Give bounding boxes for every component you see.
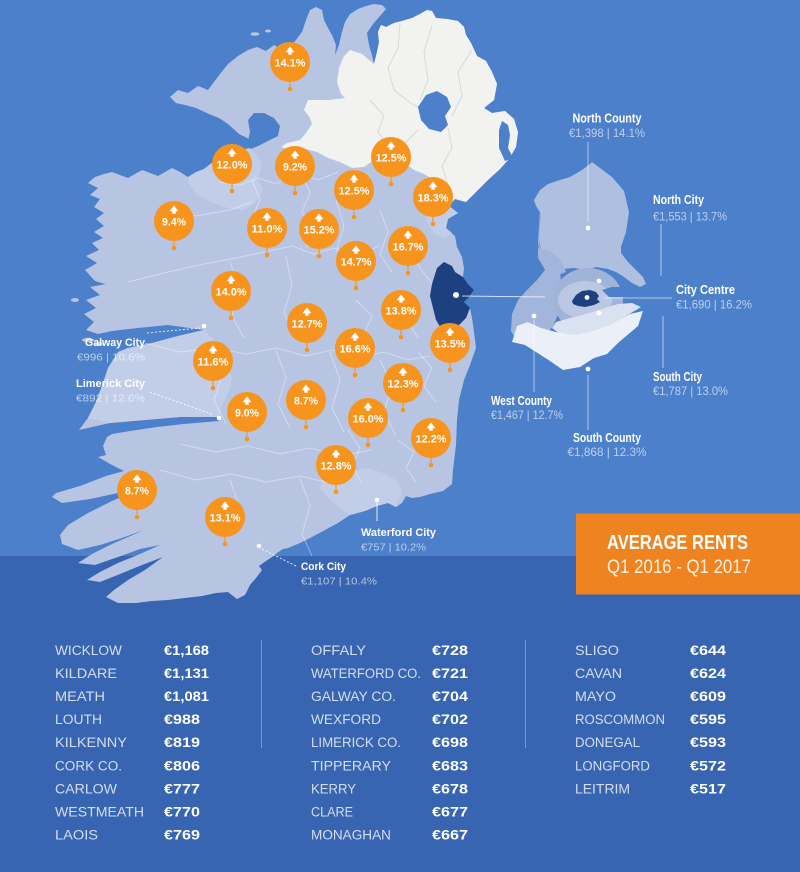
svg-text:€704: €704 xyxy=(432,688,468,704)
svg-text:11.6%: 11.6% xyxy=(198,357,229,369)
svg-text:€892 | 12.6%: €892 | 12.6% xyxy=(76,393,145,405)
svg-text:West County: West County xyxy=(491,394,552,408)
svg-text:8.7%: 8.7% xyxy=(294,396,318,408)
svg-text:€757 | 10.2%: €757 | 10.2% xyxy=(361,542,426,554)
svg-text:CLARE: CLARE xyxy=(311,805,353,820)
svg-text:LAOIS: LAOIS xyxy=(55,828,98,843)
svg-text:€698: €698 xyxy=(432,734,468,750)
svg-text:15.2%: 15.2% xyxy=(304,225,335,237)
svg-text:11.0%: 11.0% xyxy=(252,224,283,236)
svg-text:€517: €517 xyxy=(690,780,726,796)
svg-text:€644: €644 xyxy=(690,642,726,658)
svg-text:13.5%: 13.5% xyxy=(435,339,466,351)
svg-text:€1,690 | 16.2%: €1,690 | 16.2% xyxy=(676,298,752,312)
svg-text:€595: €595 xyxy=(690,711,726,727)
svg-text:18.3%: 18.3% xyxy=(418,193,449,205)
svg-text:14.0%: 14.0% xyxy=(216,287,247,299)
svg-text:€572: €572 xyxy=(690,757,726,773)
svg-text:€1,081: €1,081 xyxy=(164,688,209,704)
svg-text:€819: €819 xyxy=(164,734,200,750)
svg-text:City Centre: City Centre xyxy=(676,283,735,297)
svg-text:WESTMEATH: WESTMEATH xyxy=(55,805,144,820)
svg-text:MAYO: MAYO xyxy=(575,689,616,704)
svg-text:MEATH: MEATH xyxy=(55,689,105,704)
svg-text:13.8%: 13.8% xyxy=(386,306,417,318)
svg-text:€1,131: €1,131 xyxy=(164,665,209,681)
svg-text:€667: €667 xyxy=(432,827,468,843)
svg-text:€806: €806 xyxy=(164,757,200,773)
svg-text:KILKENNY: KILKENNY xyxy=(55,735,127,750)
svg-text:€1,398 | 14.1%: €1,398 | 14.1% xyxy=(569,126,645,140)
svg-text:12.2%: 12.2% xyxy=(416,434,447,446)
svg-text:12.3%: 12.3% xyxy=(388,379,419,391)
svg-text:KERRY: KERRY xyxy=(311,781,356,796)
svg-text:TIPPERARY: TIPPERARY xyxy=(311,758,391,773)
svg-text:€728: €728 xyxy=(432,642,468,658)
svg-text:€702: €702 xyxy=(432,711,468,727)
svg-text:€777: €777 xyxy=(164,780,200,796)
svg-text:Cork City: Cork City xyxy=(301,561,347,573)
svg-text:Limerick City: Limerick City xyxy=(76,378,146,390)
svg-text:€678: €678 xyxy=(432,780,468,796)
svg-text:9.4%: 9.4% xyxy=(162,217,186,229)
svg-text:€769: €769 xyxy=(164,827,200,843)
svg-text:Galway City: Galway City xyxy=(85,337,146,349)
svg-text:8.7%: 8.7% xyxy=(125,486,149,498)
svg-text:13.1%: 13.1% xyxy=(210,513,241,525)
svg-text:€1,787 | 13.0%: €1,787 | 13.0% xyxy=(653,384,728,398)
svg-text:WEXFORD: WEXFORD xyxy=(311,712,381,727)
svg-text:€624: €624 xyxy=(690,665,726,681)
svg-text:€593: €593 xyxy=(690,734,726,750)
svg-text:€683: €683 xyxy=(432,757,468,773)
svg-text:Q1 2016 - Q1 2017: Q1 2016 - Q1 2017 xyxy=(607,557,751,578)
svg-text:€770: €770 xyxy=(164,804,200,820)
svg-text:GALWAY CO.: GALWAY CO. xyxy=(311,689,396,704)
svg-text:9.2%: 9.2% xyxy=(283,162,307,174)
svg-text:14.1%: 14.1% xyxy=(275,58,306,70)
svg-text:€1,553 | 13.7%: €1,553 | 13.7% xyxy=(653,210,727,224)
svg-text:CORK CO.: CORK CO. xyxy=(55,758,122,773)
svg-text:€677: €677 xyxy=(432,804,468,820)
svg-text:16.0%: 16.0% xyxy=(353,414,384,426)
svg-text:16.7%: 16.7% xyxy=(393,242,424,254)
svg-text:16.6%: 16.6% xyxy=(340,344,371,356)
svg-text:DONEGAL: DONEGAL xyxy=(575,735,640,750)
svg-text:South County: South County xyxy=(573,431,641,445)
svg-text:12.5%: 12.5% xyxy=(376,153,407,165)
svg-text:€988: €988 xyxy=(164,711,200,727)
svg-text:14.7%: 14.7% xyxy=(341,257,372,269)
svg-text:KILDARE: KILDARE xyxy=(55,666,117,681)
svg-text:North County: North County xyxy=(573,112,642,126)
svg-text:€996 | 10.6%: €996 | 10.6% xyxy=(77,352,145,364)
svg-text:CARLOW: CARLOW xyxy=(55,781,117,796)
svg-text:12.0%: 12.0% xyxy=(217,160,248,172)
svg-text:LEITRIM: LEITRIM xyxy=(575,781,630,796)
svg-text:LONGFORD: LONGFORD xyxy=(575,758,650,773)
svg-text:AVERAGE RENTS: AVERAGE RENTS xyxy=(607,532,748,554)
svg-text:€1,168: €1,168 xyxy=(164,642,209,658)
svg-text:CAVAN: CAVAN xyxy=(575,666,622,681)
svg-text:LIMERICK CO.: LIMERICK CO. xyxy=(311,735,401,750)
svg-text:SLIGO: SLIGO xyxy=(575,643,619,658)
svg-text:OFFALY: OFFALY xyxy=(311,643,366,658)
svg-text:Waterford City: Waterford City xyxy=(361,527,437,539)
svg-text:ROSCOMMON: ROSCOMMON xyxy=(575,712,665,727)
svg-text:€721: €721 xyxy=(432,665,468,681)
svg-text:€1,107 | 10.4%: €1,107 | 10.4% xyxy=(301,576,377,588)
svg-text:€1,467 | 12.7%: €1,467 | 12.7% xyxy=(491,408,563,422)
svg-text:12.5%: 12.5% xyxy=(339,186,370,198)
svg-text:MONAGHAN: MONAGHAN xyxy=(311,828,391,843)
svg-text:LOUTH: LOUTH xyxy=(55,712,102,727)
svg-text:South City: South City xyxy=(653,370,702,384)
svg-text:12.7%: 12.7% xyxy=(292,319,323,331)
svg-text:WATERFORD CO.: WATERFORD CO. xyxy=(311,666,421,681)
svg-text:€609: €609 xyxy=(690,688,726,704)
svg-text:9.0%: 9.0% xyxy=(235,408,259,420)
svg-text:12.8%: 12.8% xyxy=(321,461,352,473)
svg-text:North City: North City xyxy=(653,193,704,207)
svg-text:€1,868 | 12.3%: €1,868 | 12.3% xyxy=(568,445,647,459)
svg-text:WICKLOW: WICKLOW xyxy=(55,643,122,658)
